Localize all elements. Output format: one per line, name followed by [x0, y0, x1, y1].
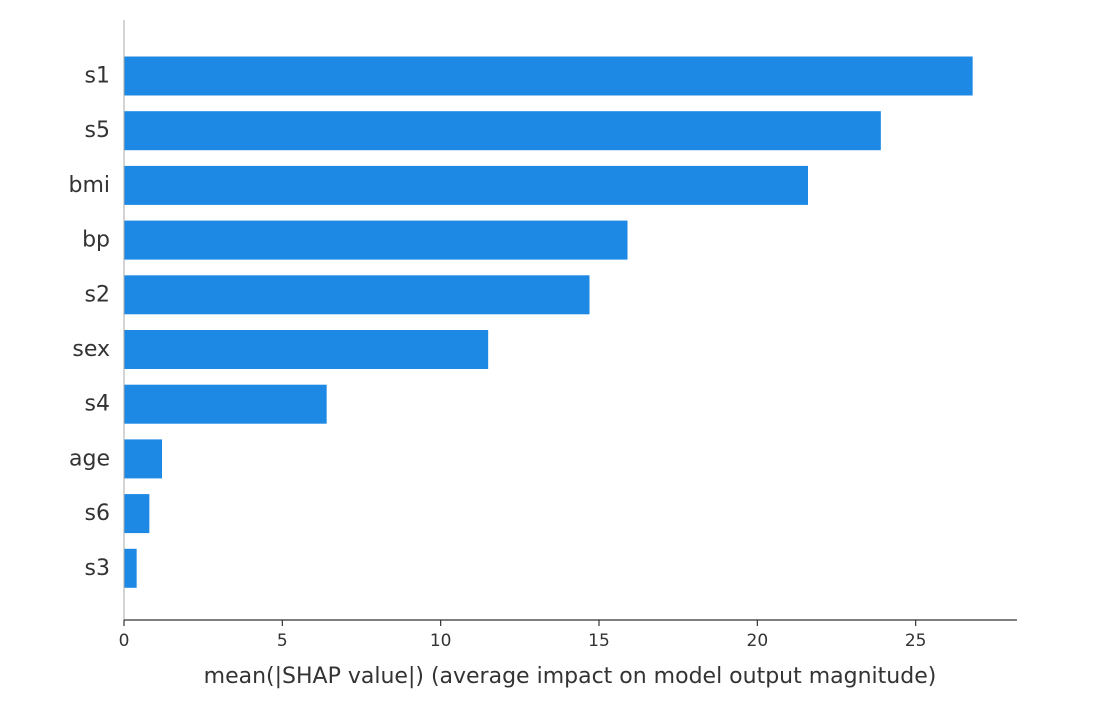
category-label-bp: bp [82, 228, 110, 253]
x-tick-label-15: 15 [588, 631, 610, 651]
bar-sex [124, 330, 489, 369]
category-label-sex: sex [72, 337, 110, 362]
category-labels-layer: s1 s5 bmi bp s2 sex s4 age s6 s3 [68, 64, 110, 581]
bar-s1 [124, 56, 973, 96]
category-label-age: age [69, 446, 110, 471]
bar-bmi [124, 165, 808, 205]
ticks-layer: 0 5 10 15 20 25 [119, 620, 927, 651]
bar-age [124, 439, 162, 479]
x-tick-label-10: 10 [430, 631, 452, 651]
x-tick-label-0: 0 [119, 631, 130, 651]
category-label-s4: s4 [85, 392, 110, 417]
category-label-s1: s1 [85, 64, 110, 89]
bar-s6 [124, 494, 150, 534]
category-label-bmi: bmi [68, 173, 110, 198]
x-tick-label-20: 20 [747, 631, 769, 651]
bar-s3 [124, 548, 137, 588]
x-tick-label-5: 5 [277, 631, 288, 651]
category-label-s6: s6 [85, 501, 110, 526]
axes-layer [123, 20, 1017, 621]
category-label-s5: s5 [85, 118, 110, 143]
bar-s4 [124, 384, 327, 424]
bar-bp [124, 220, 628, 260]
category-label-s3: s3 [85, 556, 110, 581]
category-label-s2: s2 [85, 282, 110, 307]
x-tick-label-25: 25 [905, 631, 927, 651]
bars-layer [124, 56, 973, 588]
bar-s5 [124, 111, 881, 151]
bar-s2 [124, 275, 590, 315]
x-axis-title: mean(|SHAP value|) (average impact on mo… [204, 664, 937, 689]
